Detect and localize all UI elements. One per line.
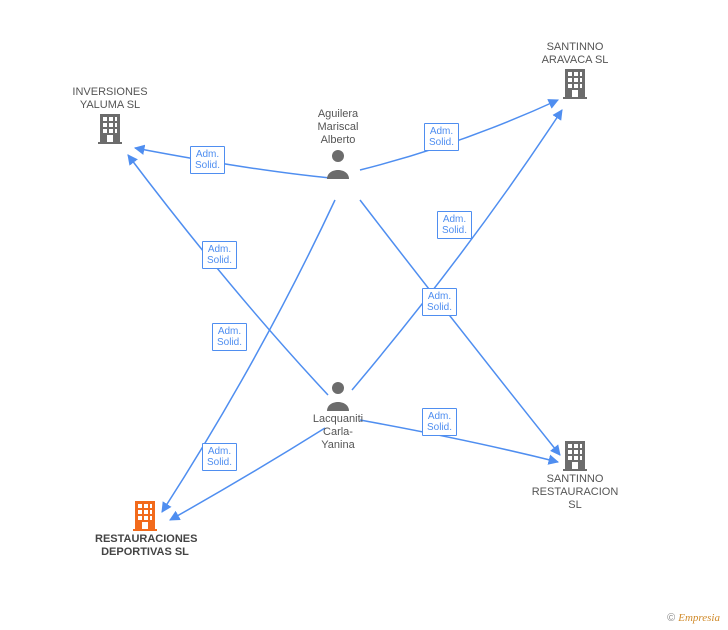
edge-label: Adm. Solid.	[422, 408, 457, 436]
edge-label: Adm. Solid.	[202, 443, 237, 471]
node-label: SANTINNO ARAVACA SL	[525, 41, 625, 67]
diagram-canvas: Adm. Solid. Adm. Solid. Adm. Solid. Adm. So…	[0, 0, 728, 630]
copyright-symbol: ©	[667, 612, 675, 624]
edge-lacquaniti-inversiones	[128, 155, 328, 395]
node-label: Lacquaniti Carla- Yanina	[288, 413, 388, 452]
node-restauraciones[interactable]: RESTAURACIONES DEPORTIVAS SL	[95, 499, 195, 559]
node-lacquaniti[interactable]: Lacquaniti Carla- Yanina	[288, 379, 388, 452]
building-icon	[96, 112, 124, 144]
edge-label: Adm. Solid.	[212, 323, 247, 351]
person-icon	[324, 147, 352, 179]
building-icon	[131, 499, 159, 531]
node-santinnoAravaca[interactable]: SANTINNO ARAVACA SL	[525, 41, 625, 101]
node-aguilera[interactable]: Aguilera Mariscal Alberto	[288, 108, 388, 181]
node-santinnoRest[interactable]: SANTINNO RESTAURACION SL	[525, 439, 625, 512]
edge-label: Adm. Solid.	[202, 241, 237, 269]
copyright: © Empresia	[667, 612, 720, 624]
person-icon	[324, 379, 352, 411]
copyright-brand: Empresia	[678, 612, 720, 624]
node-label: Aguilera Mariscal Alberto	[288, 108, 388, 147]
edge-label: Adm. Solid.	[437, 211, 472, 239]
edge-label: Adm. Solid.	[424, 123, 459, 151]
node-label: SANTINNO RESTAURACION SL	[525, 473, 625, 512]
node-inversiones[interactable]: INVERSIONES YALUMA SL	[60, 86, 160, 146]
edge-aguilera-restauraciones	[162, 200, 335, 512]
node-label: INVERSIONES YALUMA SL	[60, 86, 160, 112]
edge-label: Adm. Solid.	[190, 146, 225, 174]
building-icon	[561, 67, 589, 99]
edge-label: Adm. Solid.	[422, 288, 457, 316]
node-label: RESTAURACIONES DEPORTIVAS SL	[95, 533, 195, 559]
building-icon	[561, 439, 589, 471]
